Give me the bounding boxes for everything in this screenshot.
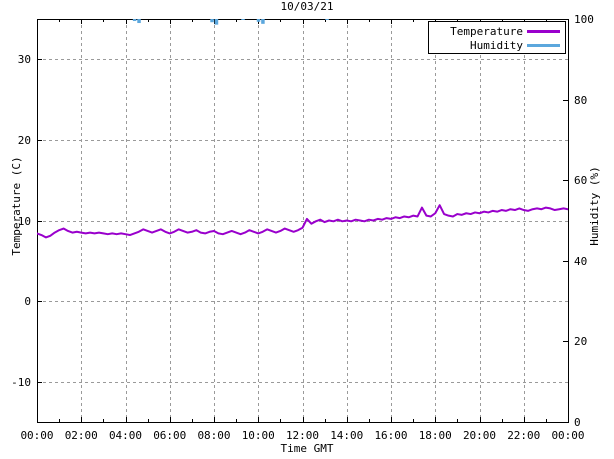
x-tick-7: 14:00 [330,429,364,442]
x-axis-label: Time GMT [280,442,334,455]
y-tick-right-80: 80 [574,93,588,107]
x-tick-10: 20:00 [462,429,497,442]
x-tick-9: 18:00 [418,429,452,442]
y-tick-left-20: 20 [17,133,31,147]
y-tick-left-0: 0 [24,295,31,309]
x-tick-1: 02:00 [64,429,98,442]
x-tick-0: 00:00 [20,429,54,442]
y-tick-right-40: 40 [574,254,588,268]
x-tick-3: 06:00 [153,429,187,442]
legend: Temperature Humidity [428,21,566,54]
y-tick-right-100: 100 [574,13,594,26]
y-tick-left-10: 10 [17,214,31,228]
x-tick-8: 16:00 [374,429,408,442]
x-tick-6: 12:00 [285,429,320,442]
x-tick-12: 00:00 [551,429,585,442]
legend-label-temperature: Temperature [450,24,523,38]
y-tick-right-20: 20 [574,335,588,349]
y-tick-left--10: -10 [11,375,31,389]
legend-item-humidity: Humidity [470,38,560,52]
x-tick-2: 04:00 [108,429,143,442]
chart-title: 10/03/21 [280,0,334,13]
x-tick-5: 10:00 [241,429,275,442]
y-axis-left-label: Temperature (C) [10,156,23,256]
legend-swatch-temperature [527,29,560,33]
y-tick-right-60: 60 [574,174,588,188]
legend-item-temperature: Temperature [450,24,560,38]
x-tick-11: 22:00 [507,429,541,442]
legend-label-humidity: Humidity [470,38,523,52]
legend-swatch-humidity [527,43,560,47]
x-tick-4: 08:00 [197,429,231,442]
y-tick-left-30: 30 [17,53,31,67]
y-axis-right-label: Humidity (%) [588,166,601,246]
y-tick-right-0: 0 [574,416,581,429]
